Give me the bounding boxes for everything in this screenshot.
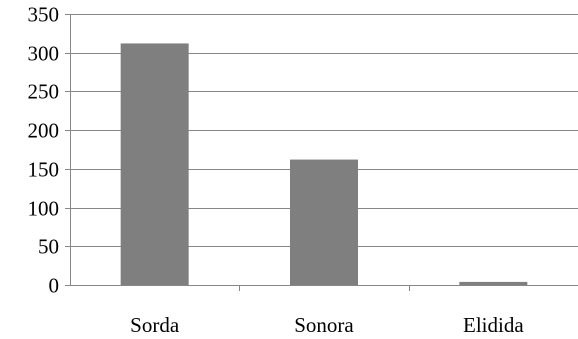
category-label-sonora: Sonora <box>294 313 354 337</box>
bar-elidida <box>459 281 528 285</box>
bar-sorda <box>120 43 189 286</box>
category-label-sorda: Sorda <box>130 313 180 337</box>
y-tick-label: 0 <box>49 274 60 298</box>
axes <box>65 14 578 291</box>
y-tick-label: 250 <box>28 80 60 104</box>
y-tick-label: 150 <box>28 158 60 182</box>
y-tick-label: 100 <box>28 197 60 221</box>
y-tick-labels: 0 50 100 150 200 250 300 350 <box>28 3 60 298</box>
y-tick-label: 200 <box>28 119 60 143</box>
bar-sonora <box>290 159 358 285</box>
category-labels: Sorda Sonora Elidida <box>130 313 524 337</box>
y-tick-label: 350 <box>28 3 60 27</box>
y-tick-label: 300 <box>28 42 60 66</box>
category-label-elidida: Elidida <box>463 313 524 337</box>
bars <box>120 43 528 286</box>
y-tick-label: 50 <box>38 235 59 259</box>
